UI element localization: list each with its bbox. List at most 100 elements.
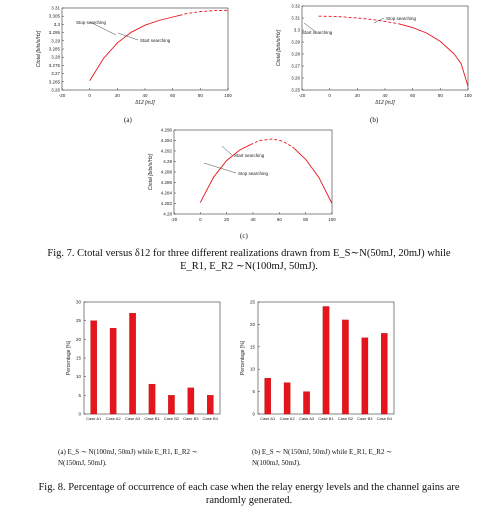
x-tick-label: 40 (142, 93, 148, 98)
y-axis-label: Ctotal [bits/s/Hz] (36, 30, 42, 67)
bar (148, 383, 156, 415)
fig8-subcaption-a-line2: N(150mJ, 50mJ). (58, 459, 107, 467)
x-tick-label: 100 (224, 93, 232, 98)
fig8-subcaption-b-line2: N(100mJ, 50mJ). (252, 459, 301, 467)
series-line-solid (199, 144, 251, 203)
y-tick-label: 3.305 (49, 14, 61, 19)
series-line-solid (292, 146, 333, 204)
fig7-caption-line1: Fig. 7. Ctotal versus δ12 for three diff… (47, 248, 451, 259)
y-tick-label: 0 (78, 412, 81, 417)
x-tick-label: -20 (299, 93, 306, 98)
y-tick-label: 25 (250, 300, 256, 305)
chart-7c: -20 0 20 40 60 80 100 4.28 4.282 4.284 4.286 4.288 4… (148, 128, 336, 223)
fig8-caption: Fig. 8. Percentage of occurrence of each… (10, 481, 488, 507)
x-tick-label: 40 (250, 217, 256, 222)
bar (129, 313, 136, 415)
y-tick-label: 3.29 (51, 38, 60, 43)
category-label: Case B2 (164, 416, 180, 421)
panel-label-b: (b) (370, 116, 379, 124)
y-tick-label: 3.26 (51, 88, 60, 93)
x-axis-label: δ12 [mJ] (135, 100, 155, 106)
y-tick-label: 4.28 (163, 212, 172, 217)
annotation-arrow (203, 162, 237, 174)
x-tick-label: 60 (170, 93, 176, 98)
series-line-solid (89, 14, 180, 81)
annotation-arrow (117, 32, 139, 41)
panel-label-c: (c) (240, 232, 248, 240)
category-label: Case B3 (183, 416, 199, 421)
x-tick-label: 60 (277, 217, 283, 222)
fig8-caption-line1: Fig. 8. Percentage of occurrence of each… (38, 482, 460, 493)
y-tick-label: 3.26 (291, 76, 300, 81)
series-line-dashed (179, 9, 229, 16)
y-tick-label: 3.29 (291, 40, 300, 45)
y-tick-label: 20 (250, 322, 256, 327)
annotation-label: Stop searching (76, 20, 107, 25)
x-tick-label: 60 (410, 93, 416, 98)
bar (264, 378, 271, 415)
y-axis-label: Percentage [%] (66, 340, 72, 375)
category-label: Case B2 (338, 416, 354, 421)
y-tick-label: 3.31 (51, 6, 60, 11)
y-tick-label: 10 (250, 367, 256, 372)
y-axis-label: Ctotal [bits/s/Hz] (148, 153, 154, 190)
x-tick-label: 0 (199, 217, 202, 222)
annotation-label: Start searching (302, 30, 333, 35)
annotation-label: Stop searching (238, 171, 269, 176)
bar (168, 395, 175, 415)
fig8-caption-line2: randomly generated. (205, 495, 293, 506)
x-tick-label: 40 (382, 93, 388, 98)
category-label: Case A1 (86, 416, 102, 421)
bar (361, 337, 369, 415)
chart-8a: 0 5 10 15 20 25 30 Percentage [%] Case A1 Case A2… (66, 300, 221, 421)
y-tick-label: 20 (76, 337, 82, 342)
series-line-dashed (250, 138, 293, 148)
annotation-arrow (221, 145, 233, 156)
y-tick-label: 15 (250, 344, 256, 349)
y-tick-label: 5 (78, 393, 81, 398)
category-label: Case B4 (377, 416, 393, 421)
bar (283, 382, 291, 415)
x-tick-label: 100 (464, 93, 472, 98)
y-tick-label: 3.25 (291, 88, 300, 93)
y-tick-label: 3.28 (291, 52, 300, 57)
y-tick-label: 0 (252, 412, 255, 417)
fig8-subcaption-b-line1: (b) E_S ∼ N(150mJ, 50mJ) while E_R1, E_R… (252, 448, 393, 456)
bar (207, 395, 214, 415)
y-tick-label: 10 (76, 374, 82, 379)
x-tick-label: 20 (355, 93, 361, 98)
x-tick-label: -20 (59, 93, 66, 98)
y-tick-label: 3.265 (49, 79, 61, 84)
annotation-label: Stop searching (386, 16, 417, 21)
fig8-subcaption-a-line1: (a) E_S ∼ N(100mJ, 50mJ) while E_R1, E_R… (58, 448, 198, 456)
y-tick-label: 25 (76, 318, 82, 323)
category-label: Case A3 (125, 416, 141, 421)
y-tick-label: 3.27 (51, 71, 60, 76)
x-axis-label: δ12 [mJ] (375, 100, 395, 106)
plot-frame (301, 5, 469, 91)
y-tick-label: 3.3 (54, 22, 61, 27)
y-tick-label: 4.286 (161, 180, 173, 185)
series-line-dashed (318, 15, 399, 25)
y-tick-label: 3.28 (51, 55, 60, 60)
y-tick-label: 4.294 (161, 138, 173, 143)
y-tick-label: 3.295 (49, 30, 61, 35)
category-label: Case B3 (357, 416, 373, 421)
x-tick-label: 0 (88, 93, 91, 98)
fig7-caption: Fig. 7. Ctotal versus δ12 for three diff… (10, 247, 488, 273)
category-label: Case B1 (318, 416, 334, 421)
chart-7a: -20 0 20 40 60 80 100 3.26 3.265 3.27 3.275 3.28 3.2… (36, 6, 232, 107)
x-tick-label: 20 (224, 217, 230, 222)
x-tick-label: 100 (328, 217, 336, 222)
fig8-subcaption-b: (b) E_S ∼ N(150mJ, 50mJ) while E_R1, E_R… (252, 447, 442, 469)
panel-label-a: (a) (124, 116, 132, 124)
x-tick-label: 20 (115, 93, 121, 98)
annotation-label: Start searching (234, 153, 265, 158)
y-tick-label: 4.29 (163, 159, 172, 164)
y-tick-label: 5 (252, 389, 255, 394)
annotation-label: Start searching (140, 38, 171, 43)
y-tick-label: 4.292 (161, 149, 173, 154)
y-tick-label: 15 (76, 356, 82, 361)
chart-7b: -20 0 20 40 60 80 100 3.25 3.26 3.27 3.28 3.29 3.3 3.… (276, 4, 472, 107)
